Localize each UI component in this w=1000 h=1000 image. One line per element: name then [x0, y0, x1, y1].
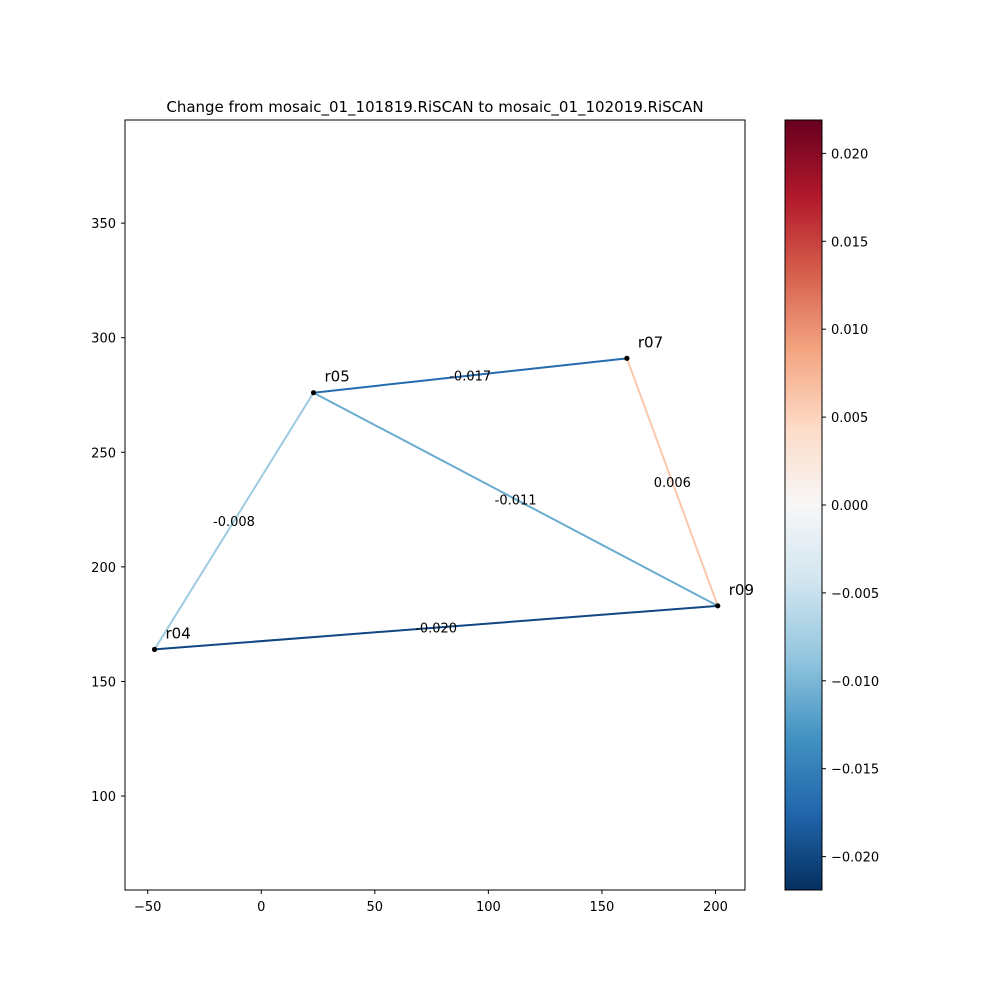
colorbar-tick-label-1: −0.015: [831, 763, 879, 778]
edges-layer: [153, 357, 719, 651]
colorbar-tick-label-8: 0.020: [831, 147, 868, 162]
colorbar-tick-label-3: −0.005: [831, 587, 879, 602]
y-tick-label-250: 250: [91, 446, 116, 461]
colorbar-tick-label-2: −0.010: [831, 675, 879, 690]
y-axis: 100 150 200 250 300 350: [91, 217, 125, 805]
edge-label-r05-r09: -0.011: [495, 493, 537, 508]
colorbar-gradient: [784, 119, 823, 891]
node-r04: [151, 646, 158, 652]
node-label-r07: r07: [638, 333, 663, 351]
x-tick-label-0: 0: [257, 900, 265, 915]
node-label-r05: r05: [324, 368, 349, 386]
x-tick-label-200: 200: [703, 900, 728, 915]
x-tick-label-150: 150: [590, 900, 615, 915]
edge-label-r04-r05: -0.008: [213, 515, 255, 530]
plot-area: -0.017 0.006 -0.011 -0.008 -0.020 r04 r05 r07 r0…: [91, 119, 754, 915]
node-r07: [624, 355, 630, 361]
y-tick-label-350: 350: [91, 217, 116, 232]
edge-label-r04-r09: -0.020: [415, 622, 457, 637]
colorbar-tick-label-5: 0.005: [831, 411, 868, 426]
node-label-r04: r04: [166, 624, 191, 642]
colorbar-ticks: −0.020 −0.015 −0.010 −0.005 0.000 0.005 0.010 0…: [822, 147, 879, 866]
chart-title: Change from mosaic_01_101819.RiSCAN to m…: [166, 98, 703, 117]
edge-r04-r05: [153, 392, 315, 650]
edge-r05-r07: [313, 357, 628, 394]
colorbar-tick-label-7: 0.015: [831, 235, 868, 250]
y-tick-label-100: 100: [91, 790, 116, 805]
colorbar-tick-label-6: 0.010: [831, 323, 868, 338]
edge-r04-r09: [154, 604, 718, 651]
colorbar-tick-label-4: 0.000: [831, 499, 868, 514]
nodes-layer: [151, 355, 721, 652]
edge-label-r05-r07: -0.017: [449, 370, 491, 385]
y-tick-label-150: 150: [91, 675, 116, 690]
node-r05: [310, 390, 317, 396]
x-tick-label-100: 100: [476, 900, 501, 915]
node-label-r09: r09: [729, 581, 754, 599]
x-tick-label--50: −50: [134, 900, 161, 915]
node-r09: [715, 603, 721, 609]
labels-layer: -0.017 0.006 -0.011 -0.008 -0.020 r04 r05 r07 r0…: [166, 333, 754, 642]
plot-frame: [124, 119, 746, 891]
x-tick-label-50: 50: [367, 900, 384, 915]
y-tick-label-200: 200: [91, 561, 116, 576]
y-tick-label-300: 300: [91, 332, 116, 347]
edge-r05-r09: [313, 391, 719, 607]
colorbar: −0.020 −0.015 −0.010 −0.005 0.000 0.005 0.010 0…: [784, 119, 879, 891]
edge-label-r07-r09: 0.006: [654, 476, 691, 491]
colorbar-tick-label-0: −0.020: [831, 851, 879, 866]
x-axis: −50 0 50 100 150 200: [134, 890, 728, 915]
edge-r07-r09: [625, 357, 719, 607]
